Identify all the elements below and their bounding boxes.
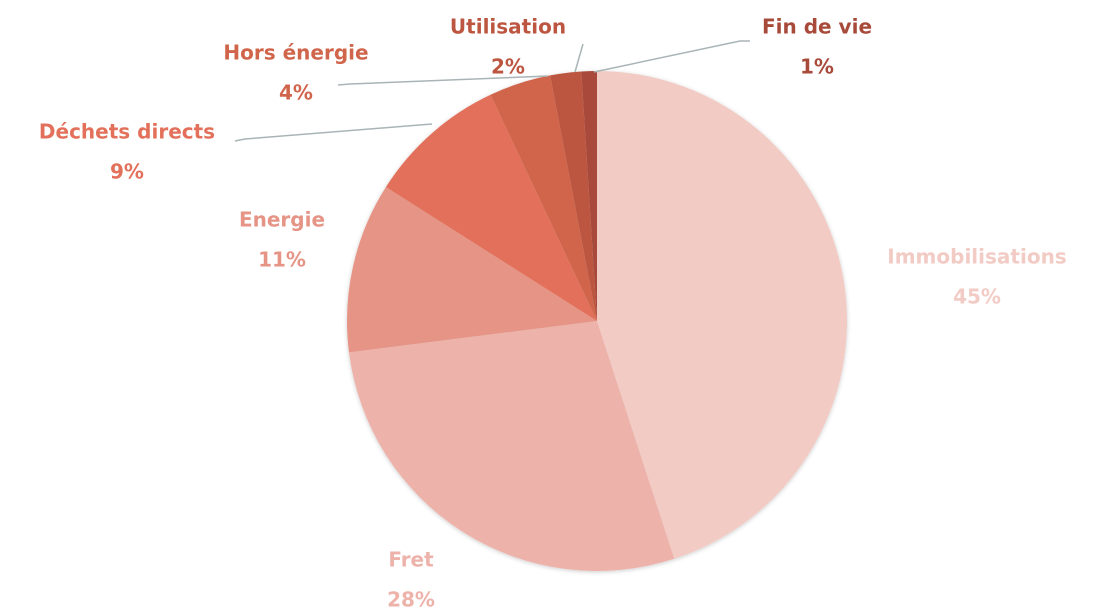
- pie-slice: [490, 75, 597, 321]
- pie-slice: [347, 187, 597, 353]
- slice-value: 45%: [953, 285, 1001, 309]
- pie-slice: [597, 71, 847, 559]
- slice-label: Fin de vie: [762, 15, 872, 39]
- slice-value: 1%: [800, 55, 834, 79]
- leader-line: [593, 40, 750, 73]
- leader-line: [234, 123, 433, 142]
- slice-label: Immobilisations: [887, 245, 1066, 269]
- pie-slice: [348, 321, 675, 571]
- slice-label: Utilisation: [450, 15, 566, 39]
- slice-value: 11%: [258, 248, 306, 272]
- slice-label: Déchets directs: [39, 120, 215, 144]
- slice-value: 9%: [110, 160, 144, 184]
- slice-value: 2%: [491, 55, 525, 79]
- pie-slice: [385, 94, 597, 321]
- pie-slice: [550, 71, 597, 321]
- leader-lines: [234, 40, 750, 142]
- slice-label: Hors énergie: [223, 41, 368, 65]
- slice-value: 28%: [387, 588, 435, 610]
- slice-value: 4%: [279, 81, 313, 105]
- slice-label: Energie: [239, 208, 325, 232]
- pie-slice: [581, 71, 597, 321]
- slice-label: Fret: [388, 548, 434, 572]
- pie: [347, 71, 847, 571]
- leader-line: [574, 43, 584, 73]
- leader-line: [337, 75, 549, 86]
